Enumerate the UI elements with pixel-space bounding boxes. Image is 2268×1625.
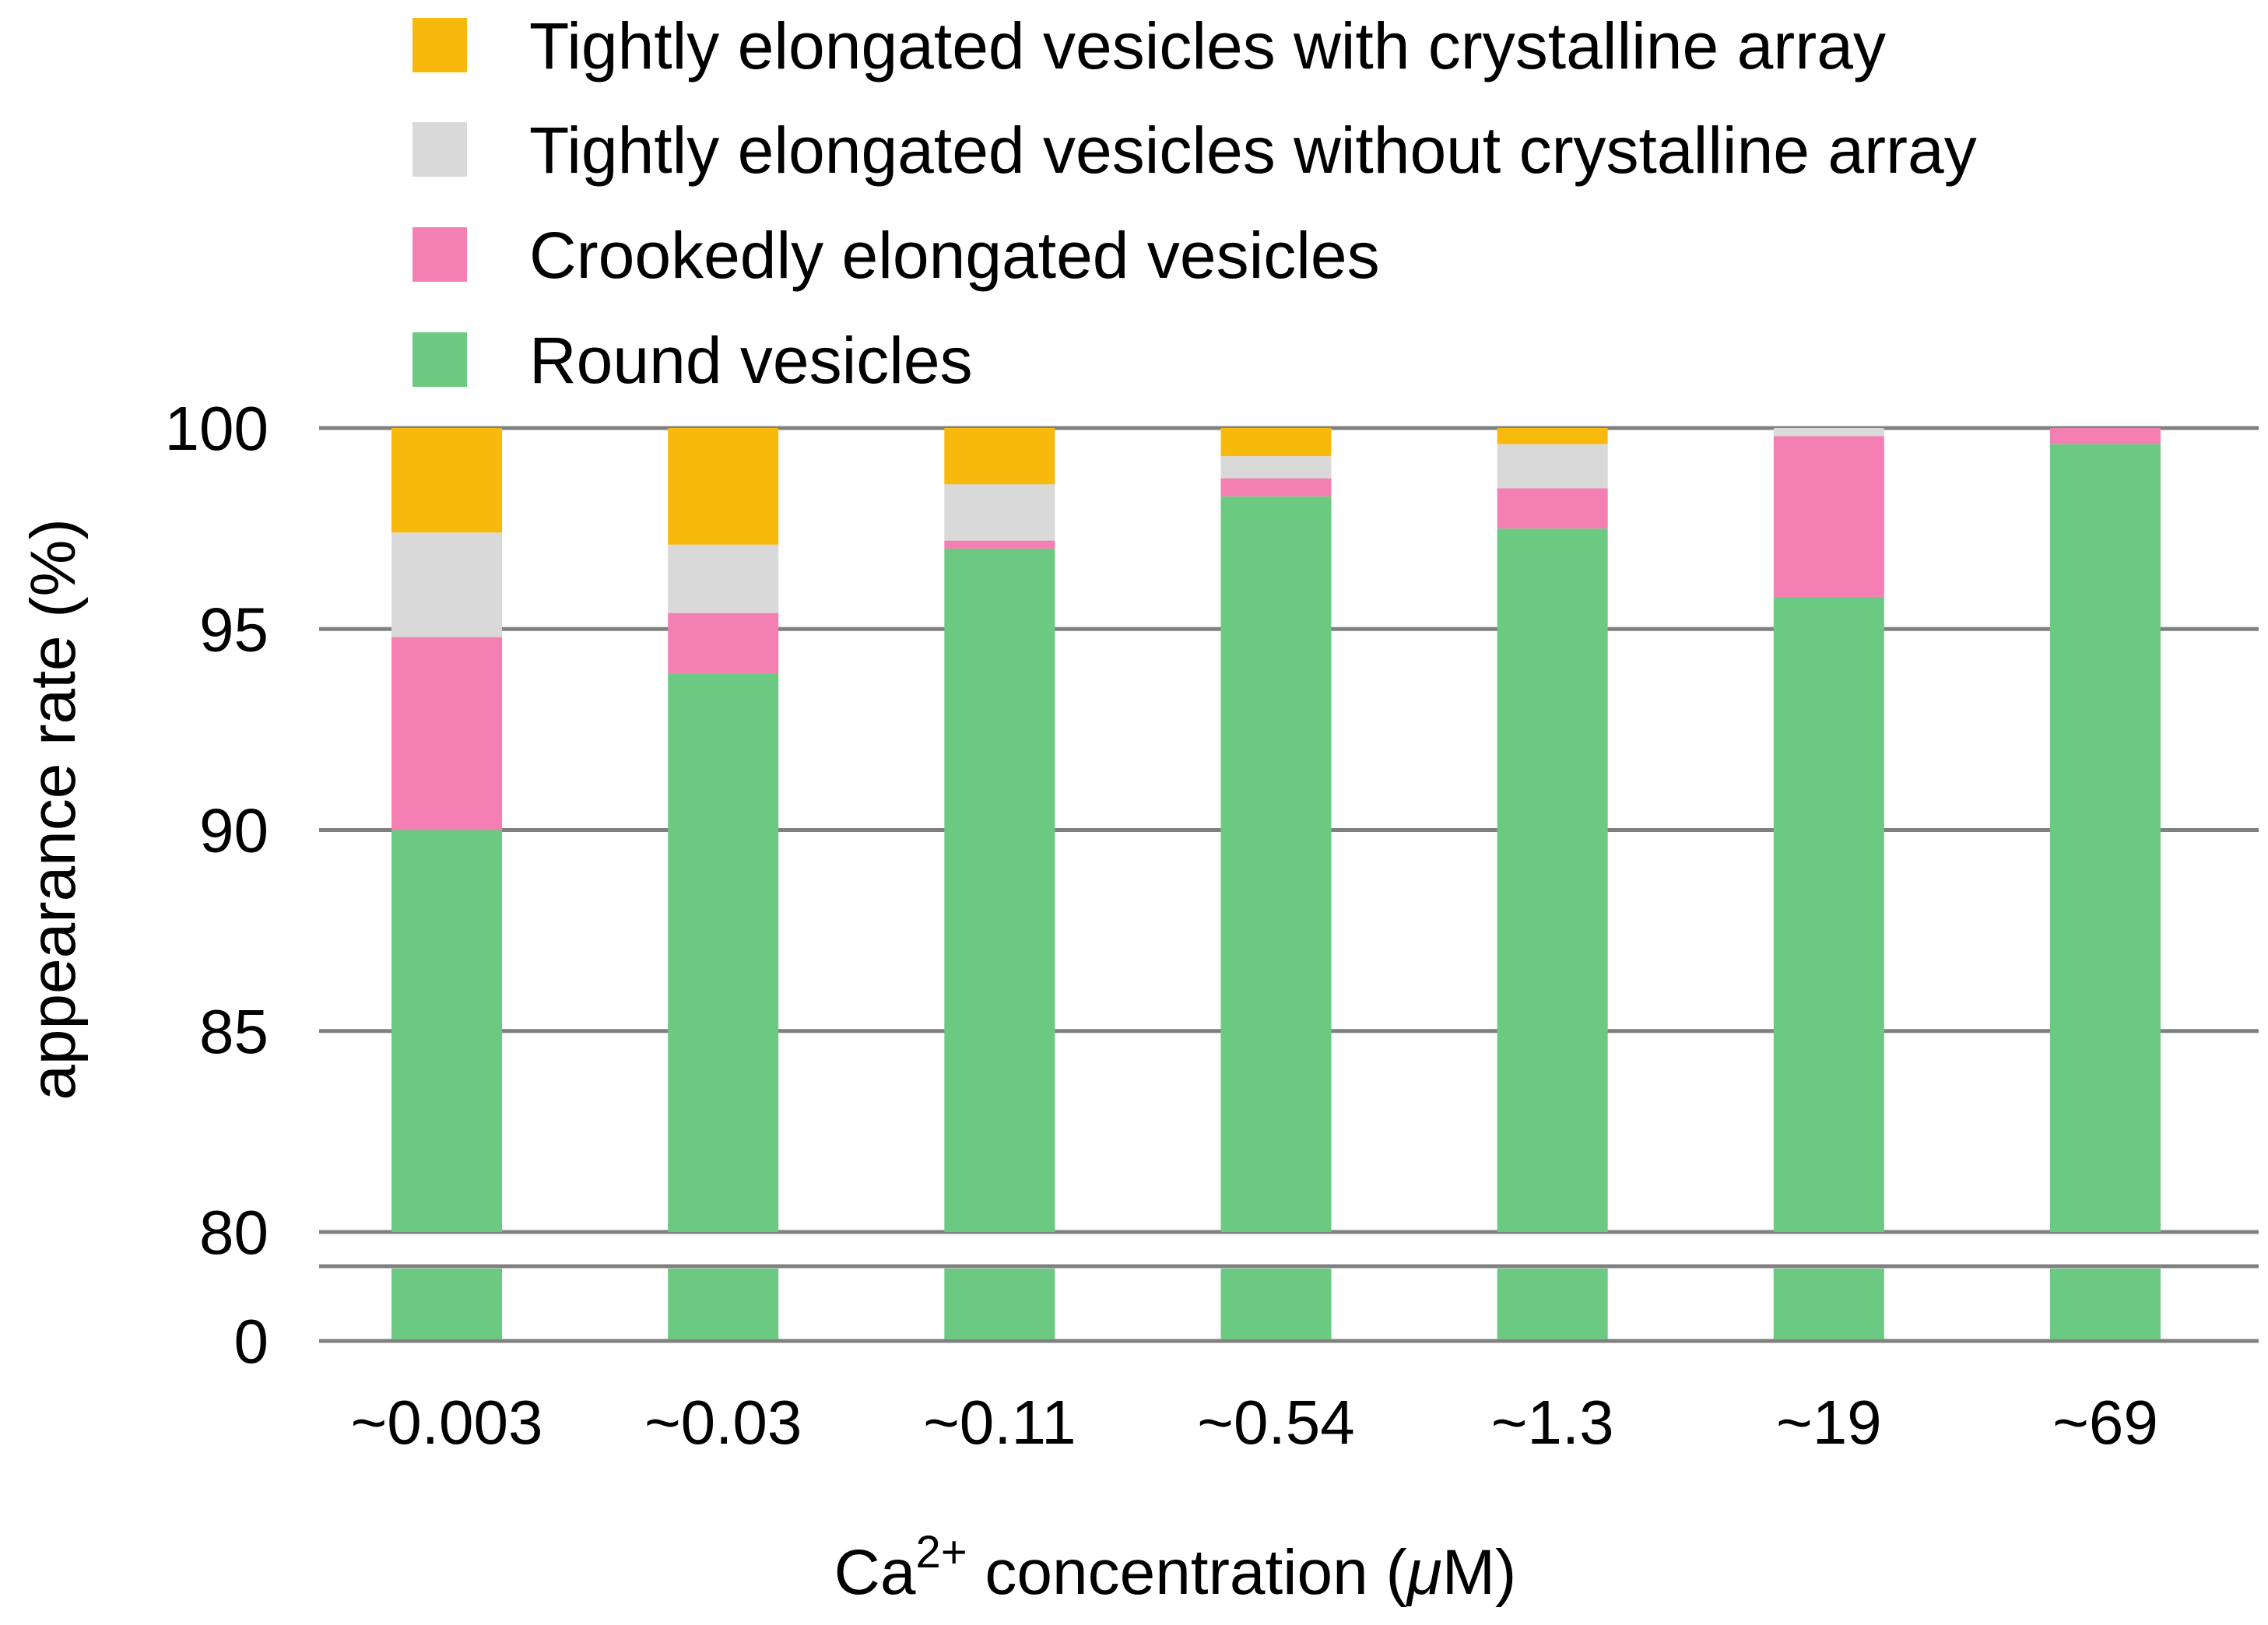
y-tick-labels: 100 95 90 85 80 0: [165, 394, 269, 1376]
y-tick-label: 0: [234, 1307, 269, 1376]
bar-segment-round-vesicles: [668, 673, 779, 1232]
bar-segment-tightly-elongated-vesicles-without-crystalline-array: [1773, 428, 1884, 437]
bar-segment-crookedly-elongated-vesicles: [1497, 488, 1608, 529]
bar-segment-round-vesicles: [391, 830, 502, 1232]
bar-segment-round-vesicles: [1220, 496, 1332, 1232]
bar-segment-lower-panel: [2050, 1269, 2161, 1339]
y-tick-label: 90: [199, 796, 269, 865]
x-axis-title-suffix: concentration (: [967, 1537, 1407, 1608]
bars: [391, 428, 2161, 1339]
bar-segment-tightly-elongated-vesicles-without-crystalline-array: [391, 532, 502, 637]
x-axis-title-prefix: Ca: [834, 1537, 916, 1608]
x-tick-label: ~0.03: [644, 1388, 802, 1457]
x-tick-label: ~69: [2052, 1388, 2158, 1457]
x-tick-label: ~19: [1776, 1388, 1882, 1457]
x-axis-title-unit: M): [1442, 1537, 1517, 1608]
legend-swatch: [413, 18, 467, 72]
bar-segment-tightly-elongated-vesicles-without-crystalline-array: [944, 484, 1055, 541]
bar-segment-crookedly-elongated-vesicles: [391, 637, 502, 830]
legend-label: Crookedly elongated vesicles: [529, 219, 1380, 292]
bar-segment-tightly-elongated-vesicles-with-crystalline-array: [1497, 428, 1608, 444]
bar-segment-crookedly-elongated-vesicles: [944, 540, 1055, 549]
bar-segment-tightly-elongated-vesicles-with-crystalline-array: [668, 428, 779, 545]
bar-segment-round-vesicles: [2050, 444, 2161, 1232]
bar-segment-round-vesicles: [1497, 528, 1608, 1232]
bar-segment-tightly-elongated-vesicles-without-crystalline-array: [668, 544, 779, 613]
legend-swatch: [413, 227, 467, 282]
y-tick-label: 95: [199, 595, 269, 664]
x-tick-label: ~1.3: [1491, 1388, 1614, 1457]
bar-segment-tightly-elongated-vesicles-without-crystalline-array: [1220, 456, 1332, 479]
bar-segment-tightly-elongated-vesicles-with-crystalline-array: [1220, 428, 1332, 457]
bar-segment-crookedly-elongated-vesicles: [1220, 478, 1332, 497]
x-tick-label: ~0.003: [351, 1388, 543, 1457]
legend-label: Round vesicles: [529, 324, 973, 397]
bar-segment-lower-panel: [1773, 1269, 1884, 1339]
x-tick-label: ~0.54: [1197, 1388, 1354, 1457]
legend-swatch: [413, 332, 467, 387]
bar-segment-tightly-elongated-vesicles-with-crystalline-array: [391, 428, 502, 533]
bar-segment-crookedly-elongated-vesicles: [668, 612, 779, 674]
x-tick-labels: ~0.003 ~0.03 ~0.11 ~0.54 ~1.3 ~19 ~69: [351, 1388, 2158, 1457]
bar-segment-lower-panel: [668, 1269, 779, 1339]
bar-segment-crookedly-elongated-vesicles: [2050, 428, 2161, 444]
y-axis-title: appearance rate (%): [18, 518, 89, 1100]
bar-segment-crookedly-elongated-vesicles: [1773, 436, 1884, 597]
x-axis-title: Ca2+ concentration (μM): [834, 1527, 1517, 1608]
y-tick-label: 80: [199, 1198, 269, 1267]
legend-swatch: [413, 122, 467, 177]
x-axis-title-superscript: 2+: [915, 1527, 967, 1578]
bar-segment-tightly-elongated-vesicles-without-crystalline-array: [1497, 444, 1608, 489]
y-tick-label: 100: [165, 394, 269, 463]
bar-segment-lower-panel: [1497, 1269, 1608, 1339]
bar-segment-lower-panel: [944, 1269, 1055, 1339]
bar-segment-lower-panel: [391, 1269, 502, 1339]
x-axis-title-unit-italic: μ: [1406, 1537, 1442, 1608]
legend-label: Tightly elongated vesicles with crystall…: [529, 9, 1886, 82]
legend-label: Tightly elongated vesicles without cryst…: [529, 114, 1977, 187]
x-tick-label: ~0.11: [923, 1388, 1076, 1457]
y-tick-label: 85: [199, 997, 269, 1066]
bar-segment-round-vesicles: [1773, 596, 1884, 1232]
bar-segment-lower-panel: [1220, 1269, 1332, 1339]
legend: Tightly elongated vesicles with crystall…: [413, 9, 1977, 397]
bar-segment-tightly-elongated-vesicles-with-crystalline-array: [944, 428, 1055, 485]
bar-segment-round-vesicles: [944, 548, 1055, 1232]
